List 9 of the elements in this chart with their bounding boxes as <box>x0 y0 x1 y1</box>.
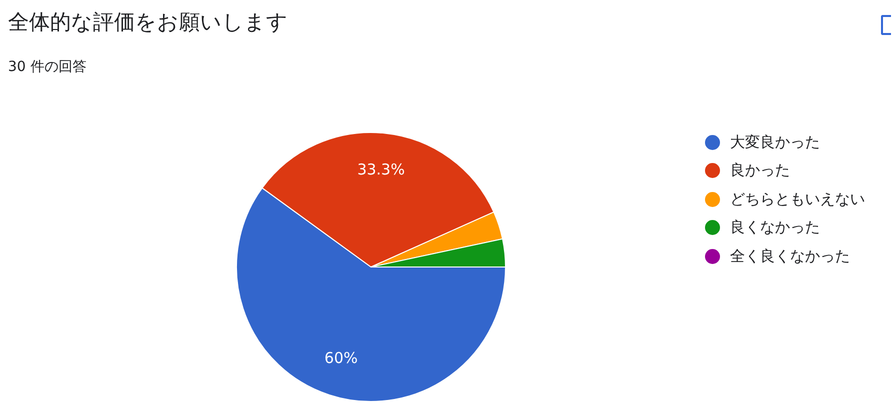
text: 30 件の回答 <box>8 58 86 76</box>
legend-label: 良くなかった <box>730 218 820 238</box>
legend-label: 大変良かった <box>730 132 820 152</box>
chart-title: 全体的な評価をお願いします <box>8 9 288 36</box>
legend-label: 全く良くなかった <box>730 246 850 266</box>
legend-label: どちらともいえない <box>730 190 865 209</box>
legend-label: 良かった <box>730 161 790 180</box>
data-label: 33.3% <box>357 160 405 179</box>
data-label: 60% <box>324 348 358 367</box>
